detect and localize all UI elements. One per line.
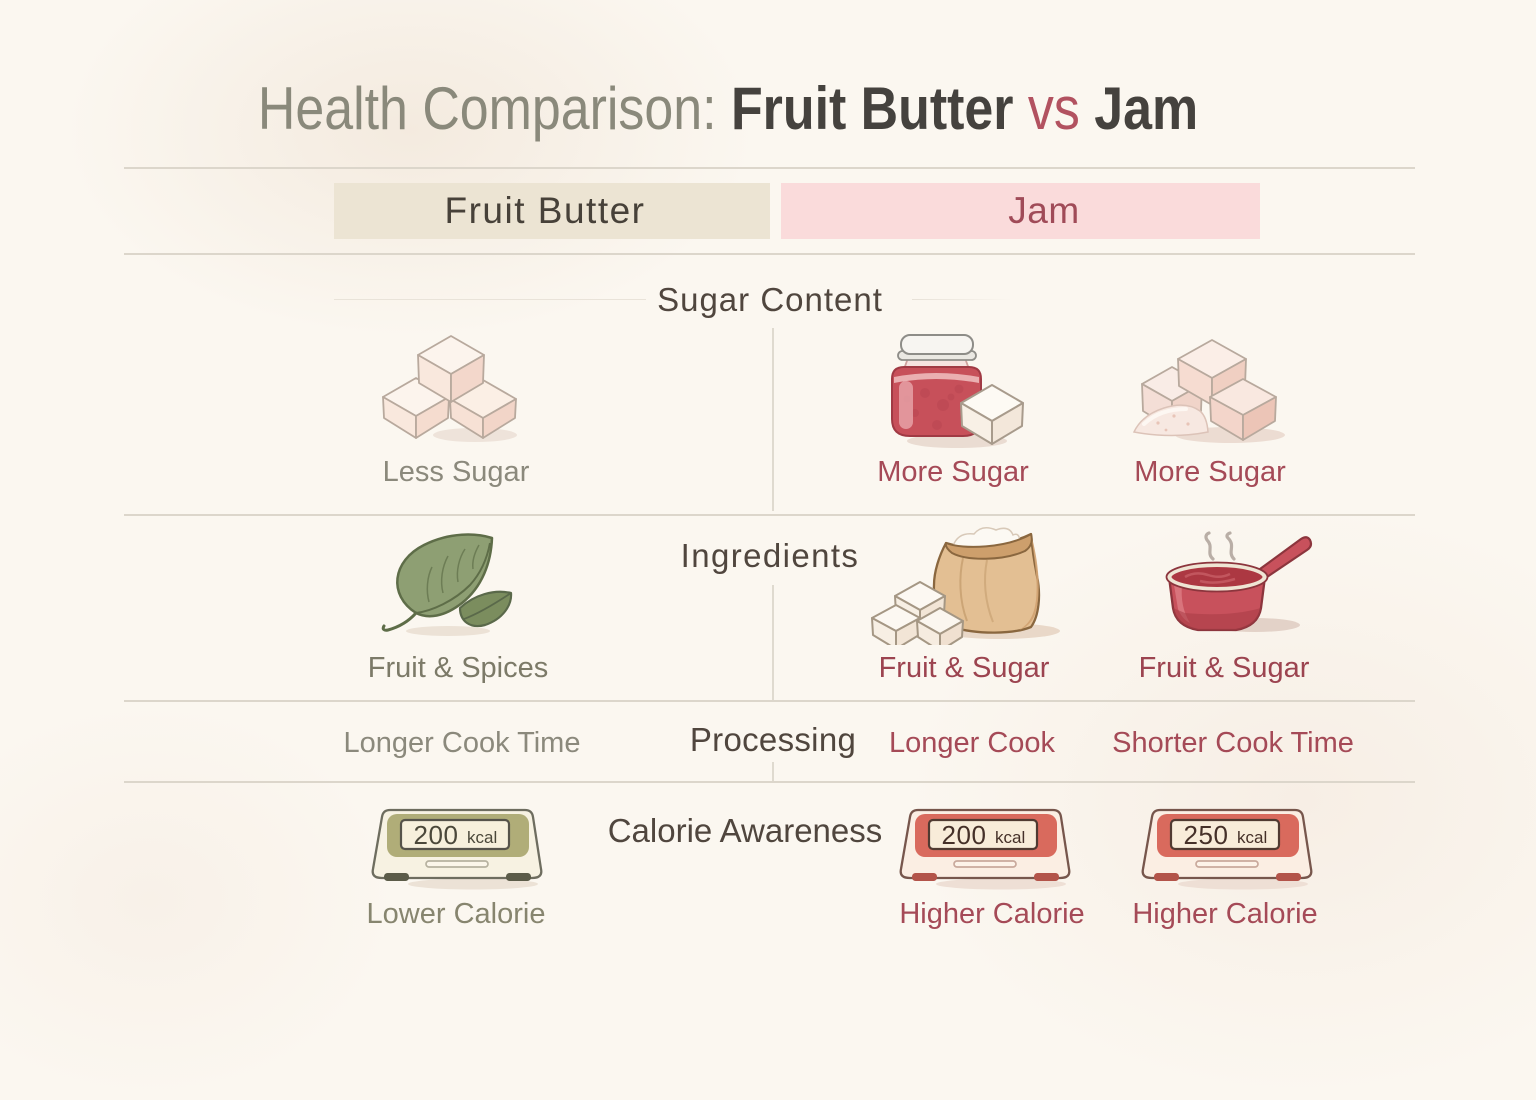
svg-text:200: 200 [414,820,459,850]
svg-text:200: 200 [942,820,987,850]
svg-text:kcal: kcal [1237,828,1267,847]
svg-text:kcal: kcal [467,828,497,847]
svg-text:kcal: kcal [995,828,1025,847]
svg-text:250: 250 [1184,820,1229,850]
